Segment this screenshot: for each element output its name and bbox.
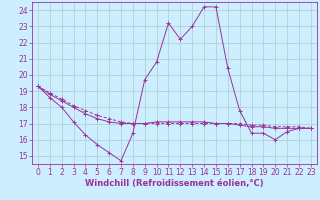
X-axis label: Windchill (Refroidissement éolien,°C): Windchill (Refroidissement éolien,°C) bbox=[85, 179, 264, 188]
